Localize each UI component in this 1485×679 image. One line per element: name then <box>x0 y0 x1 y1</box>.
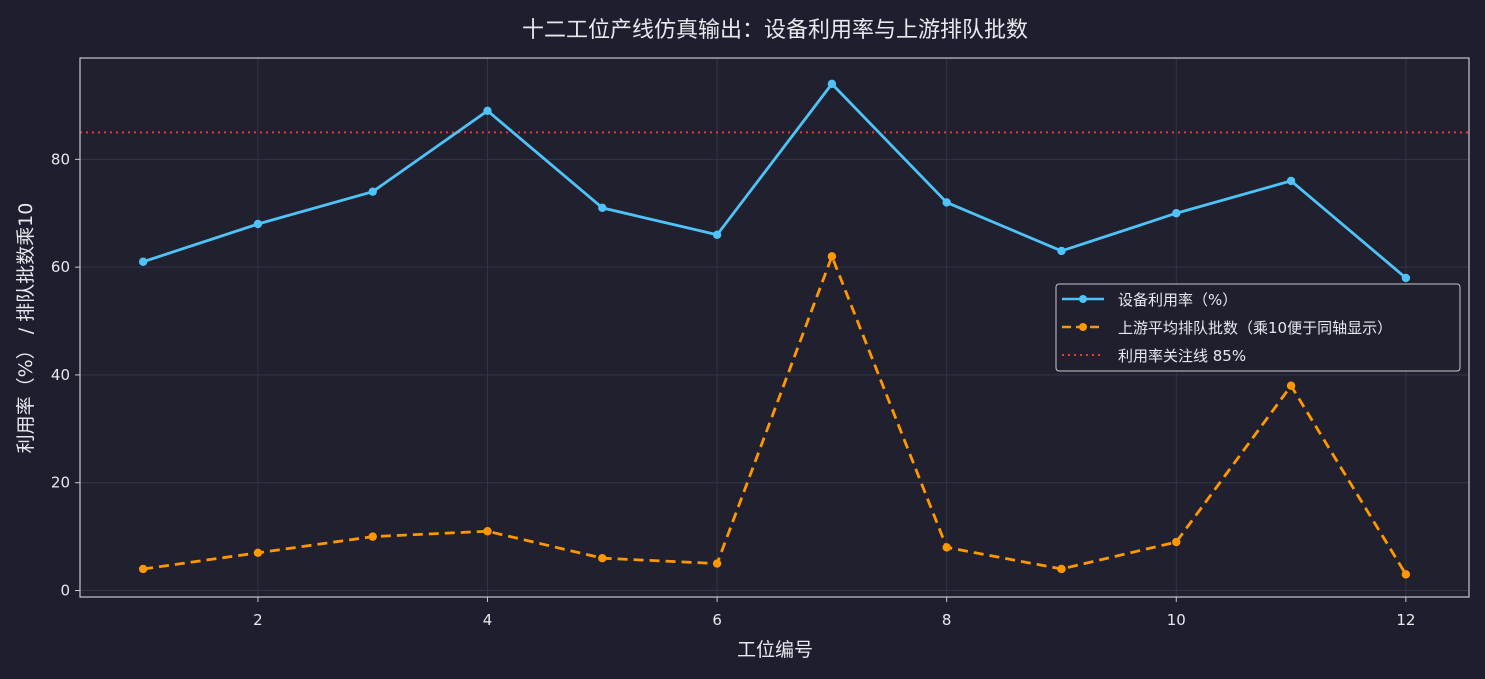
data-point-queue <box>483 527 492 536</box>
series-line-queue <box>142 254 1408 576</box>
series-line-utilization <box>142 82 1407 279</box>
data-point-utilization <box>712 230 722 239</box>
data-point-utilization <box>942 198 951 207</box>
data-point-queue <box>1286 381 1296 390</box>
data-point-utilization <box>253 219 263 229</box>
data-point-utilization <box>1401 273 1411 283</box>
x-tick-label: 12 <box>1396 611 1415 629</box>
data-point-queue <box>712 559 722 568</box>
data-point-queue <box>1401 570 1411 579</box>
legend-label-threshold: 利用率关注线 85% <box>1118 347 1246 365</box>
y-tick-label: 40 <box>51 366 70 384</box>
data-point-queue <box>827 252 837 261</box>
data-point-queue <box>942 543 951 552</box>
data-point-queue <box>138 564 148 574</box>
x-tick-label: 8 <box>942 611 952 629</box>
y-axis-label: 利用率（%） / 排队批数乘10 <box>15 203 37 454</box>
x-tick-label: 6 <box>712 611 722 629</box>
data-point-queue <box>253 548 263 558</box>
series-lines <box>138 79 1411 579</box>
y-tick-label: 60 <box>51 258 70 276</box>
x-axis-label: 工位编号 <box>737 639 813 661</box>
data-point-utilization <box>598 203 607 213</box>
data-point-queue <box>1172 537 1181 547</box>
y-tick-label: 20 <box>51 474 70 492</box>
legend-marker-queue <box>1079 323 1087 331</box>
axis-ticks: 2 4 6 8 10 12 0 20 40 60 80 <box>51 150 1416 629</box>
plot-frame <box>79 57 1470 598</box>
data-point-utilization <box>368 187 377 196</box>
chart-title: 十二工位产线仿真输出：设备利用率与上游排队批数 <box>522 18 1028 43</box>
y-tick-label: 80 <box>51 150 70 168</box>
data-point-queue <box>1057 564 1066 574</box>
x-tick-label: 2 <box>253 611 263 629</box>
legend-marker-utilization <box>1079 295 1087 303</box>
legend-label-queue: 上游平均排队批数（乘10便于同轴显示） <box>1118 319 1392 337</box>
data-point-utilization <box>138 257 148 266</box>
data-point-utilization <box>1057 246 1066 256</box>
data-point-queue <box>598 553 607 563</box>
legend-box <box>1055 283 1461 372</box>
data-point-utilization <box>1286 176 1296 186</box>
legend: 设备利用率（%） 上游平均排队批数（乘10便于同轴显示） 利用率关注线 85% <box>1055 283 1461 372</box>
data-point-utilization <box>483 106 492 116</box>
data-point-utilization <box>827 79 837 89</box>
data-point-queue <box>368 532 377 541</box>
y-tick-label: 0 <box>60 582 70 600</box>
x-tick-label: 4 <box>483 611 493 629</box>
legend-label-utilization: 设备利用率（%） <box>1118 291 1237 309</box>
x-tick-label: 10 <box>1167 611 1186 629</box>
data-point-utilization <box>1172 209 1181 218</box>
